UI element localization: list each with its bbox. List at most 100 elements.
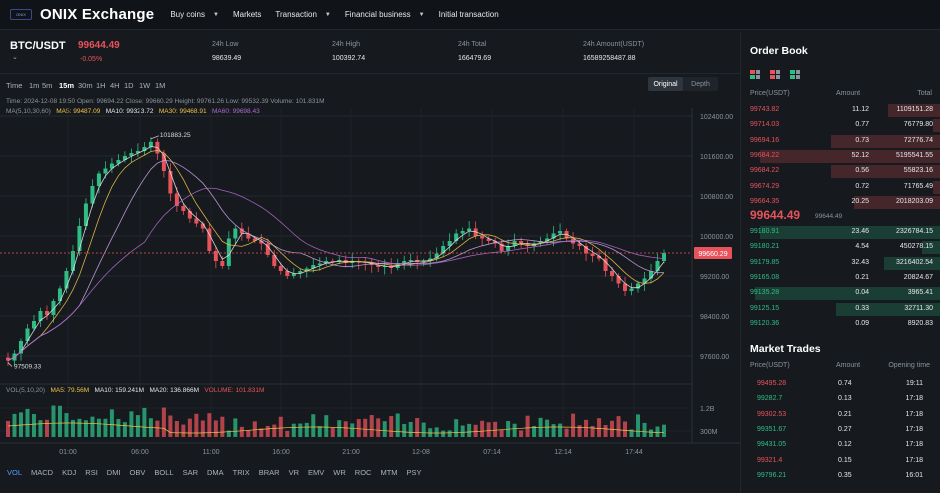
timeframe-9[interactable]: 1M	[155, 81, 166, 90]
nav-item-0[interactable]: Buy coins ▼	[170, 10, 219, 19]
x-tick-label: 12-08	[412, 449, 430, 456]
volume-info: VOL(5,10,20) MA5: 79.56M MA10: 159.241M …	[6, 387, 264, 394]
volume-bar	[174, 421, 179, 437]
stat-label: 24h Total	[458, 41, 487, 48]
indicator-tab-14[interactable]: ROC	[354, 468, 372, 477]
candle-body	[577, 243, 582, 246]
timeframe-2[interactable]: 5m	[42, 81, 53, 90]
timeframe-6[interactable]: 4H	[110, 81, 120, 90]
candle-body	[168, 171, 173, 194]
ob-amount: 23.46	[851, 228, 869, 235]
indicator-tab-7[interactable]: SAR	[182, 468, 198, 477]
ask-row[interactable]: 99714.03 0.77 76779.80	[741, 118, 940, 133]
volume-bar	[207, 413, 212, 437]
view-0[interactable]: Original	[648, 77, 683, 91]
depth-bar	[933, 119, 940, 133]
ask-row[interactable]: 99694.16 0.73 72776.74	[741, 134, 940, 149]
volume-bar	[272, 424, 277, 437]
candle-body	[532, 243, 537, 246]
trade-row: 99321.4 0.15 17:18	[741, 454, 940, 469]
y-tick-label: 101600.00	[700, 154, 733, 161]
indicator-tab-13[interactable]: WR	[333, 468, 346, 477]
candle-body	[298, 271, 303, 274]
volume-bar	[200, 420, 205, 437]
indicator-tab-3[interactable]: RSI	[85, 468, 98, 477]
bid-row[interactable]: 99180.21 4.54 450278.15	[741, 240, 940, 255]
timeframe-5[interactable]: 1H	[96, 81, 106, 90]
indicator-tab-5[interactable]: OBV	[129, 468, 146, 477]
timeframe-8[interactable]: 1W	[139, 81, 151, 90]
indicator-tab-16[interactable]: PSY	[406, 468, 422, 477]
depth-bar	[933, 180, 940, 194]
y-tick-label: 100000.00	[700, 234, 733, 241]
view-1[interactable]: Depth	[691, 80, 710, 88]
nav-item-4[interactable]: Initial transaction	[439, 10, 499, 19]
timeframe-0[interactable]: Time	[6, 81, 23, 90]
candlestick-chart[interactable]: 102400.00 101600.00 100800.00 100000.00 9920…	[0, 32, 740, 493]
timeframe-3[interactable]: 15m	[59, 81, 75, 90]
indicator-tab-4[interactable]: DMI	[106, 468, 121, 477]
indicator-tab-9[interactable]: TRIX	[232, 468, 250, 477]
bid-row[interactable]: 99135.28 0.04 3965.41	[741, 286, 940, 301]
timeframe-1[interactable]: 1m	[29, 81, 40, 90]
indicator-tab-12[interactable]: EMV	[308, 468, 325, 477]
volume-bar	[629, 429, 634, 437]
nav-item-3[interactable]: Financial business ▼	[345, 10, 425, 19]
indicator-tab-0[interactable]: VOL	[7, 468, 23, 477]
volume-bar	[116, 418, 121, 437]
candle-body	[629, 288, 634, 291]
bid-row[interactable]: 99120.36 0.09 8920.83	[741, 317, 940, 332]
indicator-tab-6[interactable]: BOLL	[154, 468, 174, 477]
ob-price: 99120.36	[750, 319, 780, 327]
pair-dropdown-chevron-icon[interactable]: ⌄	[12, 54, 18, 61]
volume-bar	[129, 411, 134, 437]
volume-bar	[376, 418, 381, 437]
high-marker-label: 101883.25	[160, 132, 191, 139]
mt-header-time: Opening time	[888, 362, 930, 369]
volume-bar	[31, 414, 36, 437]
candle-body	[402, 261, 407, 264]
bid-row[interactable]: 99179.85 32.43 3216402.54	[741, 256, 940, 271]
ob-total: 1109151.28	[896, 106, 933, 113]
ask-row[interactable]: 99684.22 0.56 55823.16	[741, 164, 940, 179]
timeframe-7[interactable]: 1D	[124, 81, 134, 90]
trading-pair[interactable]: BTC/USDT	[10, 40, 66, 52]
indicator-tab-2[interactable]: KDJ	[62, 468, 77, 477]
candle-body	[226, 238, 231, 266]
order-book-mid-price: 99644.49	[750, 208, 801, 222]
candle-body	[265, 243, 270, 255]
nav-item-1[interactable]: Markets	[233, 10, 261, 19]
candle-body	[38, 311, 43, 321]
volume-bar	[311, 414, 316, 437]
ask-row[interactable]: 99664.35 20.25 2018203.09	[741, 195, 940, 210]
nav-item-2[interactable]: Transaction ▼	[275, 10, 330, 19]
candle-body	[220, 261, 225, 266]
ask-row[interactable]: 99674.29 0.72 71765.49	[741, 180, 940, 195]
brand-name[interactable]: ONIX Exchange	[40, 6, 155, 23]
candle-body	[246, 233, 251, 239]
bids-only-view-icon[interactable]	[790, 70, 800, 79]
indicator-tab-8[interactable]: DMA	[207, 468, 224, 477]
ask-row[interactable]: 99743.82 11.12 1109151.28	[741, 103, 940, 118]
x-tick-label: 12:14	[554, 449, 572, 456]
volume-ma-line	[7, 422, 665, 434]
logo-icon[interactable]: ONIX	[10, 9, 32, 20]
asks-only-view-icon[interactable]	[770, 70, 780, 79]
bid-row[interactable]: 99125.15 0.33 32711.30	[741, 302, 940, 317]
both-sides-view-icon[interactable]	[750, 70, 760, 79]
timeframe-4[interactable]: 30m	[78, 81, 93, 90]
bid-row[interactable]: 99165.08 0.21 20824.67	[741, 271, 940, 286]
trade-price: 99351.67	[757, 425, 787, 433]
trade-price: 99321.4	[757, 456, 783, 464]
ask-row[interactable]: 99684.22 52.12 5195541.55	[741, 149, 940, 164]
indicator-tab-11[interactable]: VR	[288, 468, 300, 477]
indicator-tab-15[interactable]: MTM	[380, 468, 398, 477]
candle-body	[636, 283, 641, 289]
candle-body	[285, 271, 290, 276]
candle-body	[174, 193, 179, 206]
volume-bar	[194, 413, 199, 437]
indicator-tab-10[interactable]: BRAR	[258, 468, 280, 477]
bid-row[interactable]: 99180.91 23.46 2326784.15	[741, 225, 940, 240]
trade-time: 17:18	[905, 395, 923, 403]
indicator-tab-1[interactable]: MACD	[31, 468, 54, 477]
